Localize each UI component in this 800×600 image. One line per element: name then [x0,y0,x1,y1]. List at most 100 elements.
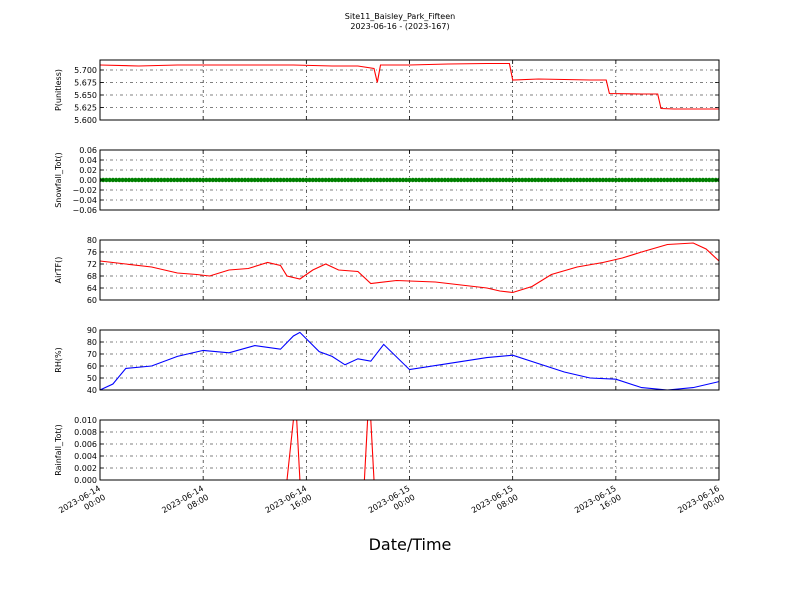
data-point [349,177,354,183]
data-point [549,177,554,183]
data-point [536,177,541,183]
data-point [545,177,551,183]
y-tick-label: 60 [87,362,97,371]
data-point [288,177,293,183]
data-point [668,177,673,183]
x-tick-label: 2023-06-1516:00 [573,484,623,524]
data-point [188,177,193,183]
data-point [291,177,296,183]
chart-title: Site11_Baisley_Park_Fifteen [345,12,455,21]
data-point [381,177,386,183]
data-point [204,177,209,183]
y-tick-label: 0.00 [79,176,97,185]
data-point [326,177,332,183]
data-point [336,177,341,183]
data-point [642,177,648,183]
data-point [165,177,170,183]
data-point [162,177,167,183]
data-point [181,177,187,183]
data-point [268,177,274,183]
y-tick-label: 72 [87,260,97,269]
data-point [507,177,512,183]
y-axis-label: RH(%) [54,347,63,372]
data-point [481,177,486,183]
y-tick-label: 50 [87,374,97,383]
data-point [255,177,261,183]
y-tick-label: −0.06 [72,206,97,215]
data-point [491,177,496,183]
data-point [178,177,183,183]
data-point [594,177,599,183]
data-point [500,177,506,183]
data-point [413,177,419,183]
data-point [513,177,519,183]
data-point [375,177,380,183]
data-point [478,177,483,183]
panel-3: 60 64 68 72 76 80 AirTF() [54,236,720,305]
data-point [297,177,303,183]
y-tick-label: 90 [87,326,97,335]
data-point [275,177,280,183]
data-point [584,177,590,183]
x-tick-labels: 2023-06-1400:00 2023-06-1408:00 2023-06-14… [57,484,726,524]
data-point [445,177,451,183]
data-point [307,177,312,183]
data-point [342,177,348,183]
data-point [300,177,306,183]
data-point [658,177,664,183]
data-point [155,177,161,183]
data-point [320,177,325,183]
data-point [258,177,264,183]
data-point [710,177,715,183]
data-point [504,177,509,183]
data-point [107,177,112,183]
data-point [581,177,586,183]
x-tick-label: 2023-06-1416:00 [264,484,314,524]
data-point [529,177,535,183]
data-point [533,177,538,183]
data-point [516,177,522,183]
data-point [404,177,409,183]
data-point [265,177,270,183]
data-point [407,177,412,183]
data-point [462,177,467,183]
data-point [442,177,448,183]
data-point [294,177,299,183]
y-tick-label: 5.600 [74,116,97,125]
data-point [252,177,257,183]
y-axis-label: AirTF() [54,257,63,284]
data-point [655,177,660,183]
data-point [416,177,422,183]
y-tick-label: 80 [87,338,97,347]
data-point [197,177,203,183]
data-point [568,177,573,183]
data-point [249,177,254,183]
y-tick-label: 0.04 [79,156,97,165]
y-tick-label: 0.010 [74,416,97,425]
data-point [623,177,628,183]
data-point [429,177,435,183]
data-point [200,177,206,183]
x-axis-label: Date/Time [369,535,452,554]
data-point [339,177,344,183]
data-point [649,177,654,183]
data-point [278,177,283,183]
y-tick-label: 0.06 [79,146,97,155]
y-tick-label: 5.675 [74,79,97,88]
series-line [100,62,719,110]
data-point [465,177,470,183]
data-point [484,177,490,183]
data-point [487,177,493,183]
data-point [700,177,706,183]
data-point [113,177,119,183]
data-point [681,177,686,183]
y-tick-label: 80 [87,236,97,245]
x-tick-label: 2023-06-1600:00 [676,484,726,524]
data-point [271,177,277,183]
data-point [223,177,228,183]
data-point [571,177,577,183]
data-point [175,177,180,183]
data-point [246,177,251,183]
y-axis-label: P(unitless) [54,69,63,111]
data-point [217,177,222,183]
